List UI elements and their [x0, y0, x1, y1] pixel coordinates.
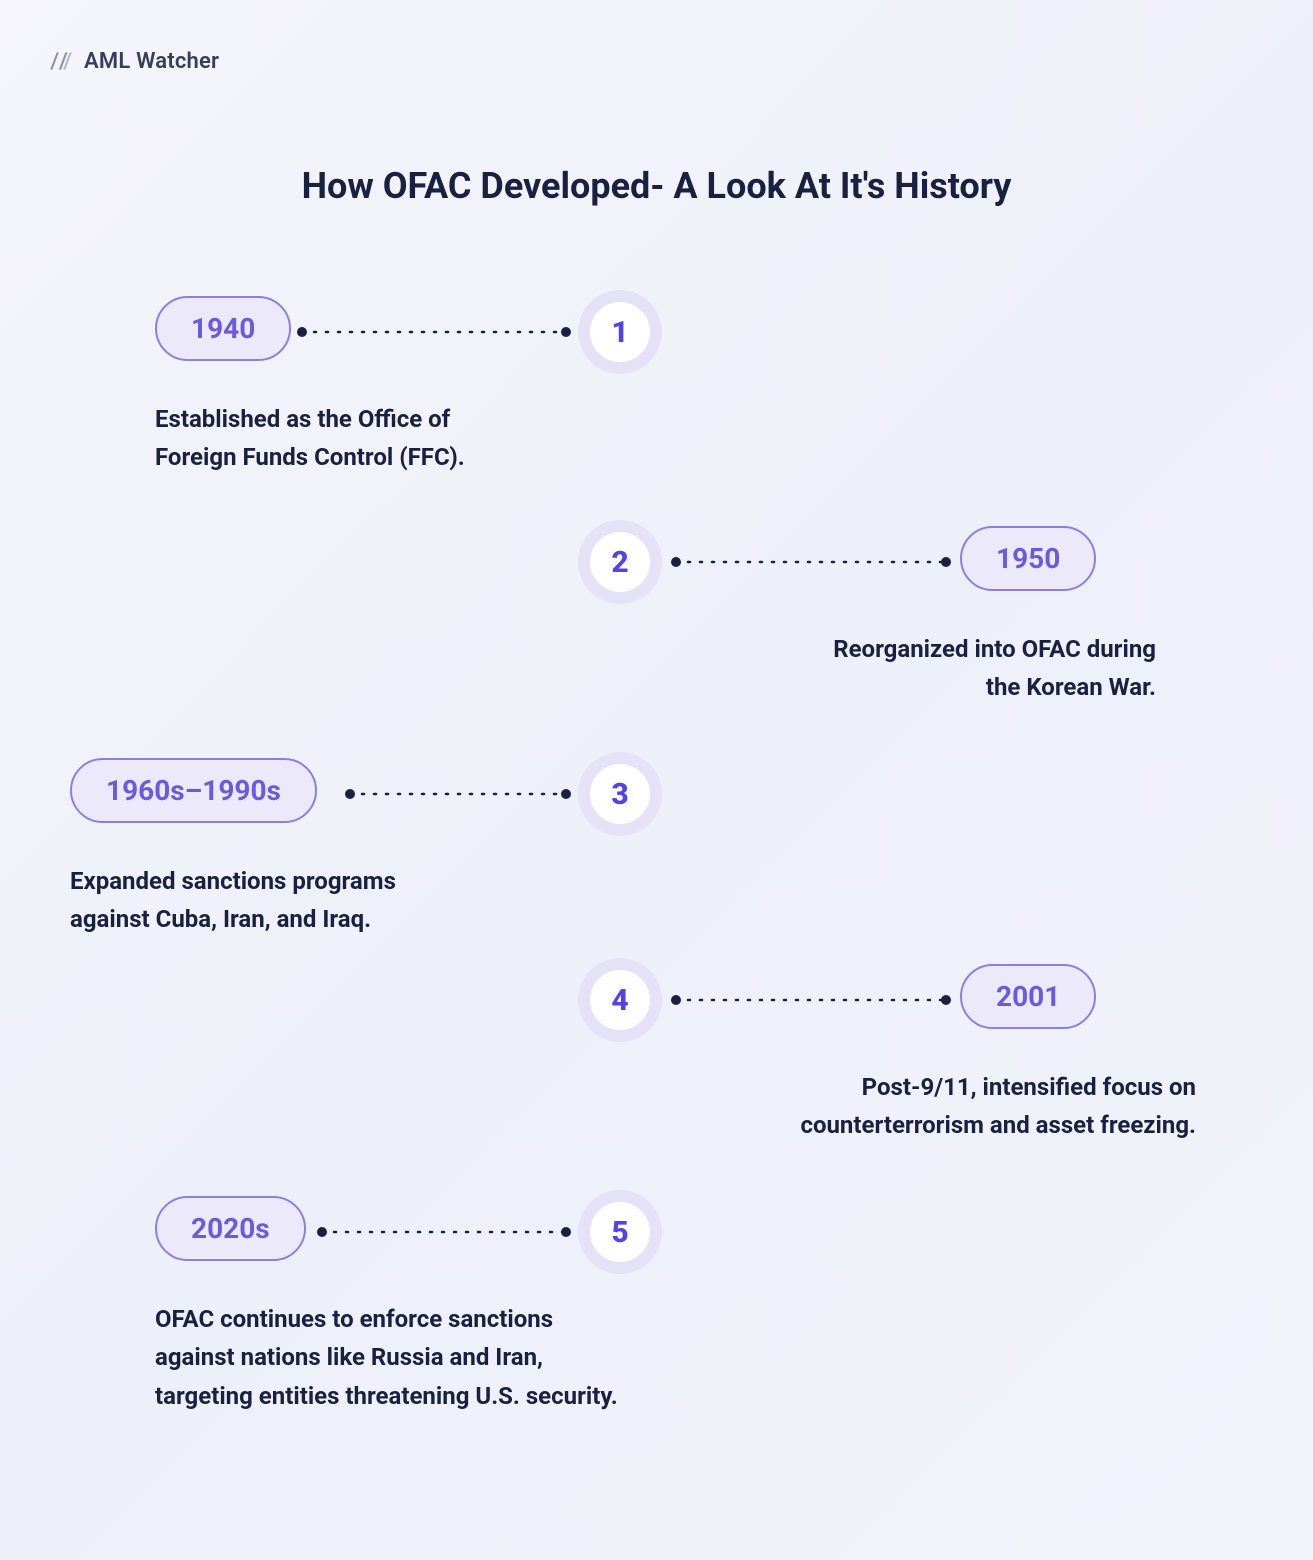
- step-circle: 3: [578, 752, 662, 836]
- step-circle: 4: [578, 958, 662, 1042]
- connector-endpoint: [297, 327, 307, 337]
- connector-endpoint: [671, 995, 681, 1005]
- step-number: 2: [590, 532, 650, 592]
- year-pill: 1940: [155, 296, 291, 361]
- year-pill: 1950: [960, 526, 1096, 591]
- connector-endpoint: [941, 995, 951, 1005]
- timeline-description: Post-9/11, intensified focus on countert…: [796, 1068, 1196, 1145]
- step-circle: 5: [578, 1190, 662, 1274]
- step-circle: 2: [578, 520, 662, 604]
- step-number: 1: [590, 302, 650, 362]
- step-circle: 1: [578, 290, 662, 374]
- connector-endpoint: [317, 1227, 327, 1237]
- timeline-description: Expanded sanctions programs against Cuba…: [70, 862, 410, 939]
- connector-endpoint: [561, 789, 571, 799]
- connector-endpoint: [561, 1227, 571, 1237]
- timeline-description: OFAC continues to enforce sanctions agai…: [155, 1300, 625, 1415]
- timeline-description: Reorganized into OFAC during the Korean …: [796, 630, 1156, 707]
- step-number: 4: [590, 970, 650, 1030]
- year-pill: 2001: [960, 964, 1096, 1029]
- year-pill: 1960s–1990s: [70, 758, 317, 823]
- step-number: 5: [590, 1202, 650, 1262]
- connector-endpoint: [941, 557, 951, 567]
- timeline-description: Established as the Office of Foreign Fun…: [155, 400, 515, 477]
- connector-endpoint: [561, 327, 571, 337]
- step-number: 3: [590, 764, 650, 824]
- connector-endpoint: [345, 789, 355, 799]
- connector-endpoint: [671, 557, 681, 567]
- year-pill: 2020s: [155, 1196, 306, 1261]
